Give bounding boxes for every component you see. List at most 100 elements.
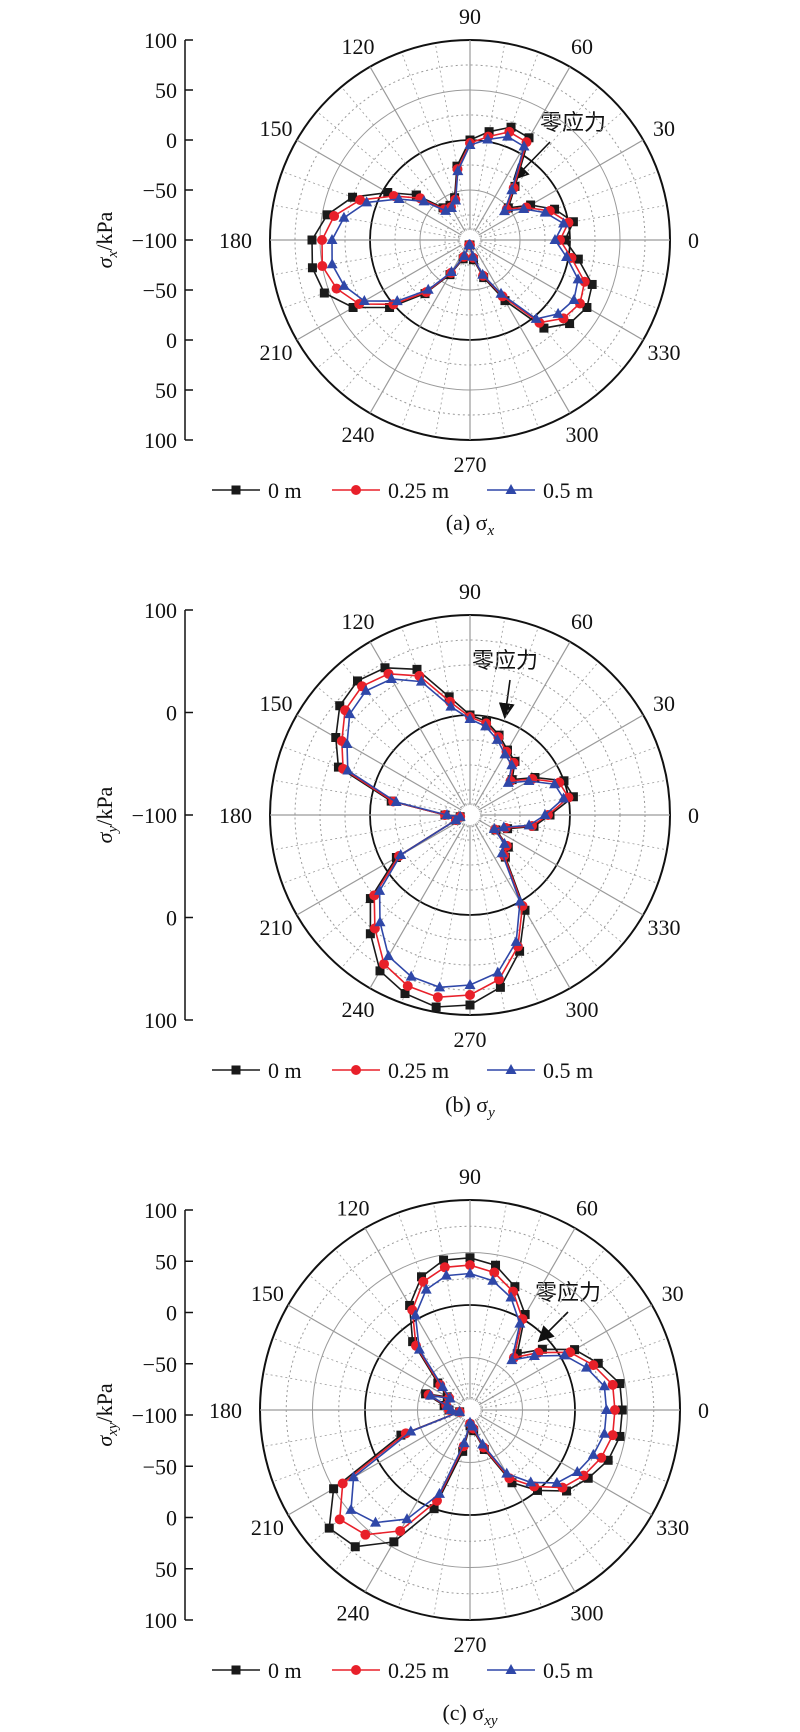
data-point-triangle [498, 821, 510, 832]
zero-stress-arrow [498, 679, 515, 720]
polar-spoke [479, 171, 659, 237]
data-point-circle [334, 1514, 345, 1525]
data-point-triangle [446, 266, 457, 277]
data-point-square [319, 288, 329, 298]
data-point-square [507, 1478, 517, 1488]
data-point-circle [609, 1405, 620, 1415]
data-point-square [353, 676, 363, 686]
data-point-square [408, 1337, 418, 1347]
data-point-triangle [552, 307, 564, 318]
data-point-triangle [559, 1349, 571, 1360]
polar-spoke [473, 1419, 543, 1608]
series-0_5-m [326, 130, 584, 323]
data-point-triangle [598, 1427, 610, 1438]
data-point-triangle [523, 819, 535, 830]
data-point-circle [596, 1452, 607, 1463]
radial-tick-label: −50 [143, 1352, 177, 1377]
angle-tick-label: 180 [219, 803, 252, 828]
data-point-square [400, 989, 410, 999]
legend-marker [231, 485, 241, 495]
data-point-triangle [450, 814, 462, 825]
data-point-square [520, 1310, 530, 1320]
data-point-square [491, 1260, 501, 1270]
polar-spoke [477, 686, 624, 809]
angle-tick-label: 120 [342, 34, 375, 59]
data-point-square [512, 1349, 522, 1359]
angle-tick-label: 270 [454, 1027, 487, 1052]
data-point-triangle [405, 970, 417, 981]
data-point-square [539, 323, 549, 333]
radial-tick-label: 50 [155, 378, 177, 403]
angle-tick-label: 330 [647, 915, 680, 940]
data-point-triangle [506, 1354, 518, 1365]
data-point-square [465, 1000, 475, 1010]
angle-tick-label: 210 [260, 340, 293, 365]
data-point-triangle [571, 1465, 583, 1476]
angle-tick-label: 300 [571, 1601, 604, 1626]
polar-spoke [401, 249, 467, 429]
radial-tick-label: 50 [155, 1557, 177, 1582]
polar-spoke [316, 821, 463, 944]
data-point-triangle [370, 1516, 382, 1527]
radial-tick-label: 100 [144, 1198, 177, 1223]
polar-grid [259, 1199, 681, 1621]
data-point-triangle [601, 1404, 612, 1414]
polar-spoke [433, 1203, 469, 1400]
radial-axis: 100 50 0 −50 −100 −50 0 50 100 [132, 28, 193, 453]
data-point-triangle [539, 206, 551, 217]
data-point-square [348, 303, 358, 312]
legend-marker [505, 1064, 517, 1074]
data-point-square [329, 1484, 339, 1494]
legend-marker [505, 484, 517, 494]
polar-spoke [480, 1373, 677, 1409]
zero-stress-arrow [512, 141, 551, 181]
data-point-circle [402, 981, 413, 992]
data-point-circle [337, 1478, 348, 1489]
angle-tick-label: 330 [656, 1515, 689, 1540]
data-point-triangle [345, 1503, 357, 1514]
data-point-triangle [342, 764, 354, 775]
data-point-square [520, 905, 530, 915]
data-point-circle [329, 211, 340, 222]
series-line [346, 678, 565, 989]
data-point-triangle [558, 217, 570, 228]
legend-label: 0.25 m [388, 478, 449, 503]
polar-spoke [433, 1420, 469, 1617]
angle-tick-label: 300 [566, 997, 599, 1022]
polar-spoke [476, 822, 599, 969]
series-0_5-m [345, 1267, 612, 1527]
data-point-triangle [549, 234, 561, 244]
legend-label: 0.5 m [543, 1658, 593, 1683]
polar-spoke [272, 241, 461, 276]
data-point-circle [579, 276, 590, 287]
radial-tick-label: 100 [144, 598, 177, 623]
radial-tick-label: 0 [166, 1506, 177, 1531]
data-point-triangle [514, 1317, 526, 1328]
data-point-circle [418, 1276, 429, 1287]
chart-panel-sigma-y: 零应力 (b) σy 0 30 60 90 120 150 180 210 240 270 300 3… [92, 579, 699, 1121]
data-point-triangle [506, 759, 518, 770]
angle-tick-label: 300 [566, 422, 599, 447]
polar-spoke [434, 617, 469, 806]
data-point-square [617, 1405, 627, 1415]
data-point-triangle [344, 708, 356, 719]
data-point-triangle [338, 279, 350, 290]
data-point-triangle [374, 884, 386, 895]
data-point-triangle [440, 1269, 452, 1280]
data-point-square [573, 254, 583, 264]
polar-spoke [471, 617, 506, 806]
data-point-triangle [415, 675, 427, 686]
data-point-circle [607, 1430, 618, 1441]
data-point-triangle [445, 700, 457, 711]
legend-marker [351, 1065, 361, 1075]
data-point-triangle [454, 1405, 466, 1416]
legend-marker [231, 1065, 241, 1075]
angle-tick-label: 120 [342, 609, 375, 634]
data-point-circle [439, 1262, 450, 1273]
radial-tick-label: 0 [166, 1301, 177, 1326]
radial-tick-label: −100 [132, 1403, 177, 1428]
polar-grid [269, 614, 671, 1016]
data-point-square [510, 1282, 520, 1292]
data-point-triangle [458, 249, 470, 260]
data-point-circle [395, 1525, 406, 1536]
